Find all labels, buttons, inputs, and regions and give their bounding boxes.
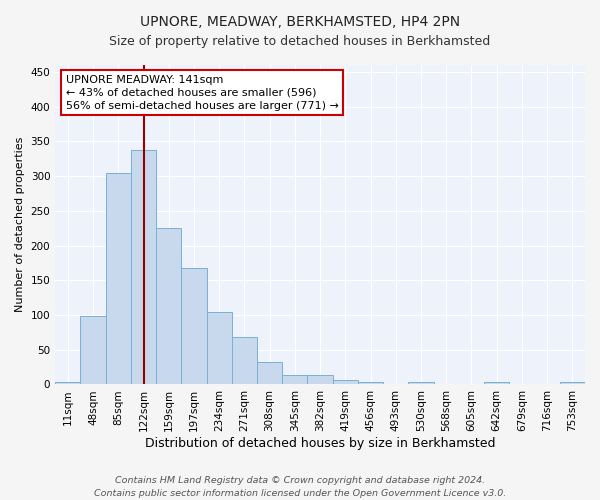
Text: UPNORE, MEADWAY, BERKHAMSTED, HP4 2PN: UPNORE, MEADWAY, BERKHAMSTED, HP4 2PN <box>140 15 460 29</box>
Bar <box>307 374 332 384</box>
Bar <box>282 376 307 384</box>
Text: Contains HM Land Registry data © Crown copyright and database right 2024.
Contai: Contains HM Land Registry data © Crown c… <box>94 476 506 498</box>
Text: UPNORE MEADWAY: 141sqm
← 43% of detached houses are smaller (596)
56% of semi-de: UPNORE MEADWAY: 141sqm ← 43% of detached… <box>66 74 338 111</box>
Bar <box>358 382 383 384</box>
Bar <box>409 382 434 384</box>
X-axis label: Distribution of detached houses by size in Berkhamsted: Distribution of detached houses by size … <box>145 437 496 450</box>
Bar <box>106 172 131 384</box>
Bar <box>131 150 156 384</box>
Y-axis label: Number of detached properties: Number of detached properties <box>15 137 25 312</box>
Bar <box>257 362 282 384</box>
Bar <box>181 268 206 384</box>
Bar <box>484 382 509 384</box>
Bar <box>206 312 232 384</box>
Bar <box>332 380 358 384</box>
Text: Size of property relative to detached houses in Berkhamsted: Size of property relative to detached ho… <box>109 35 491 48</box>
Bar <box>55 382 80 384</box>
Bar <box>232 337 257 384</box>
Bar <box>560 382 585 384</box>
Bar <box>80 316 106 384</box>
Bar <box>156 228 181 384</box>
